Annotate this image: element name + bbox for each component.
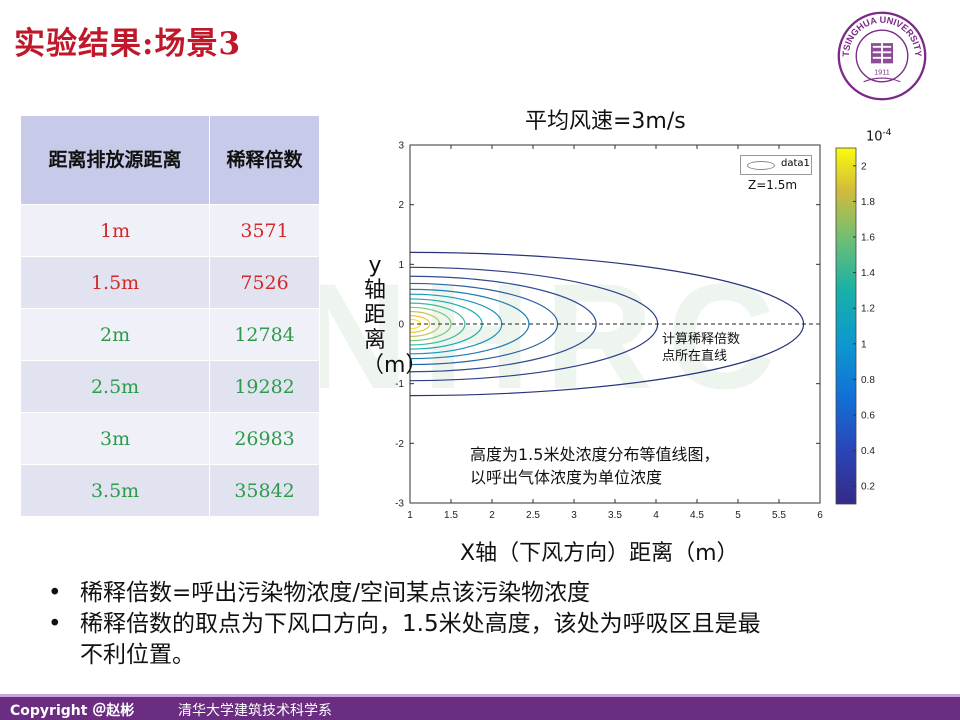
logo-year: 1911 xyxy=(874,67,890,76)
footer-copyright: Copyright ＠赵彬 xyxy=(10,703,135,719)
bullet-marker: • xyxy=(48,580,62,606)
table-cell-factor: 35842 xyxy=(209,464,320,517)
table-cell-distance: 2.5m xyxy=(19,360,211,413)
chart-title: 平均风速=3m/s xyxy=(525,109,686,134)
contour-line xyxy=(409,315,431,333)
contour-line xyxy=(409,302,466,346)
x-tick-label: 2 xyxy=(489,510,495,521)
table-row: 1.5m 7526 xyxy=(19,256,320,309)
contour-line xyxy=(409,275,597,373)
table-row: 3.5m 35842 xyxy=(19,464,320,517)
y-tick-label: 3 xyxy=(398,141,404,152)
bullet-marker: • xyxy=(48,611,62,637)
bullet-item: • 稀释倍数的取点为下风口方向，1.5米处高度，该处为呼吸区且是最不利位置。 xyxy=(48,609,768,671)
x-tick-label: 4.5 xyxy=(690,510,704,521)
colorbar-tick-label: 1.2 xyxy=(861,304,875,315)
colorbar-tick-label: 2 xyxy=(861,161,867,172)
dilution-table: 距离排放源距离 稀释倍数 1m 3571 1.5m 7526 2m 12784 … xyxy=(19,115,320,517)
y-tick-label: -1 xyxy=(395,379,404,390)
x-tick-label: 5 xyxy=(735,510,741,521)
bullet-item: • 稀释倍数=呼出污染物浓度/空间某点该污染物浓度 xyxy=(48,578,768,609)
table-cell-factor: 26983 xyxy=(209,412,320,465)
legend-label: data1 xyxy=(781,158,810,169)
colorbar-tick-label: 1.8 xyxy=(861,197,875,208)
x-tick-label: 3 xyxy=(571,510,577,521)
colorbar-tick-label: 1 xyxy=(861,339,867,350)
bullet-list: • 稀释倍数=呼出污染物浓度/空间某点该污染物浓度 • 稀释倍数的取点为下风口方向，… xyxy=(48,578,768,671)
contour-annotation: 高度为1.5米处浓度分布等值线图， 以呼出气体浓度为单位浓度 xyxy=(470,443,719,489)
y-tick-label: -3 xyxy=(395,499,404,510)
colorbar-tick-label: 1.6 xyxy=(861,233,875,244)
annotation-line: 以呼出气体浓度为单位浓度 xyxy=(470,468,663,487)
colorbar-tick-label: 0.4 xyxy=(861,446,875,457)
colorbar-exponent-base: 10 xyxy=(866,129,883,145)
y-tick-label: 1 xyxy=(398,260,404,271)
line-annotation: 计算稀释倍数 点所在直线 xyxy=(662,331,740,365)
slide-title: 实验结果:场景3 xyxy=(14,26,242,62)
table-cell-factor: 19282 xyxy=(209,360,320,413)
table-cell-distance: 2m xyxy=(19,308,211,361)
x-tick-label: 5.5 xyxy=(772,510,786,521)
x-tick-label: 6 xyxy=(817,510,823,521)
annotation-line: 高度为1.5米处浓度分布等值线图， xyxy=(470,445,720,464)
table-row: 2.5m 19282 xyxy=(19,360,320,413)
bullet-text: 稀释倍数的取点为下风口方向，1.5米处高度，该处为呼吸区且是最不利位置。 xyxy=(80,611,761,668)
table-cell-factor: 7526 xyxy=(209,256,320,309)
y-axis-label: y轴距离（m） xyxy=(362,253,428,378)
footer-organization: 清华大学建筑技术科学系 xyxy=(178,703,332,719)
colorbar-tick-label: 0.6 xyxy=(861,411,875,422)
x-axis-label: X轴（下风方向）距离（m） xyxy=(460,541,739,566)
x-tick-label: 2.5 xyxy=(526,510,540,521)
x-tick-label: 1.5 xyxy=(444,510,458,521)
table-header-distance: 距离排放源距离 xyxy=(19,115,211,205)
colorbar-tick-label: 0.8 xyxy=(861,375,875,386)
colorbar-exponent-power: -4 xyxy=(882,128,892,138)
y-tick-label: 2 xyxy=(398,200,404,211)
table-cell-distance: 3m xyxy=(19,412,211,465)
colorbar-exponent: 10-4 xyxy=(866,128,892,144)
x-tick-label: 4 xyxy=(653,510,659,521)
contour-line xyxy=(409,306,452,342)
x-tick-label: 3.5 xyxy=(608,510,622,521)
z-height-label: Z=1.5m xyxy=(748,178,798,192)
tsinghua-logo: TSINGHUA UNIVERSITY 1911 xyxy=(837,11,927,101)
table-row: 2m 12784 xyxy=(19,308,320,361)
annotation-line: 计算稀释倍数 xyxy=(662,332,741,347)
colorbar-tick-label: 1.4 xyxy=(861,268,875,279)
y-tick-label: 0 xyxy=(398,320,404,331)
colorbar xyxy=(835,147,857,505)
table-cell-distance: 1.5m xyxy=(19,256,211,309)
x-tick-label: 1 xyxy=(407,510,413,521)
chart-legend: data1 xyxy=(740,155,812,175)
table-cell-distance: 3.5m xyxy=(19,464,211,517)
colorbar-tick-label: 0.2 xyxy=(861,482,875,493)
annotation-line: 点所在直线 xyxy=(662,349,728,364)
contour-line xyxy=(409,288,530,360)
y-tick-label: -2 xyxy=(395,439,404,450)
table-row: 3m 26983 xyxy=(19,412,320,465)
table-cell-factor: 12784 xyxy=(209,308,320,361)
bullet-text: 稀释倍数=呼出污染物浓度/空间某点该污染物浓度 xyxy=(80,580,591,606)
legend-swatch-icon xyxy=(747,161,775,170)
footer-bar: Copyright ＠赵彬 清华大学建筑技术科学系 xyxy=(0,694,960,720)
